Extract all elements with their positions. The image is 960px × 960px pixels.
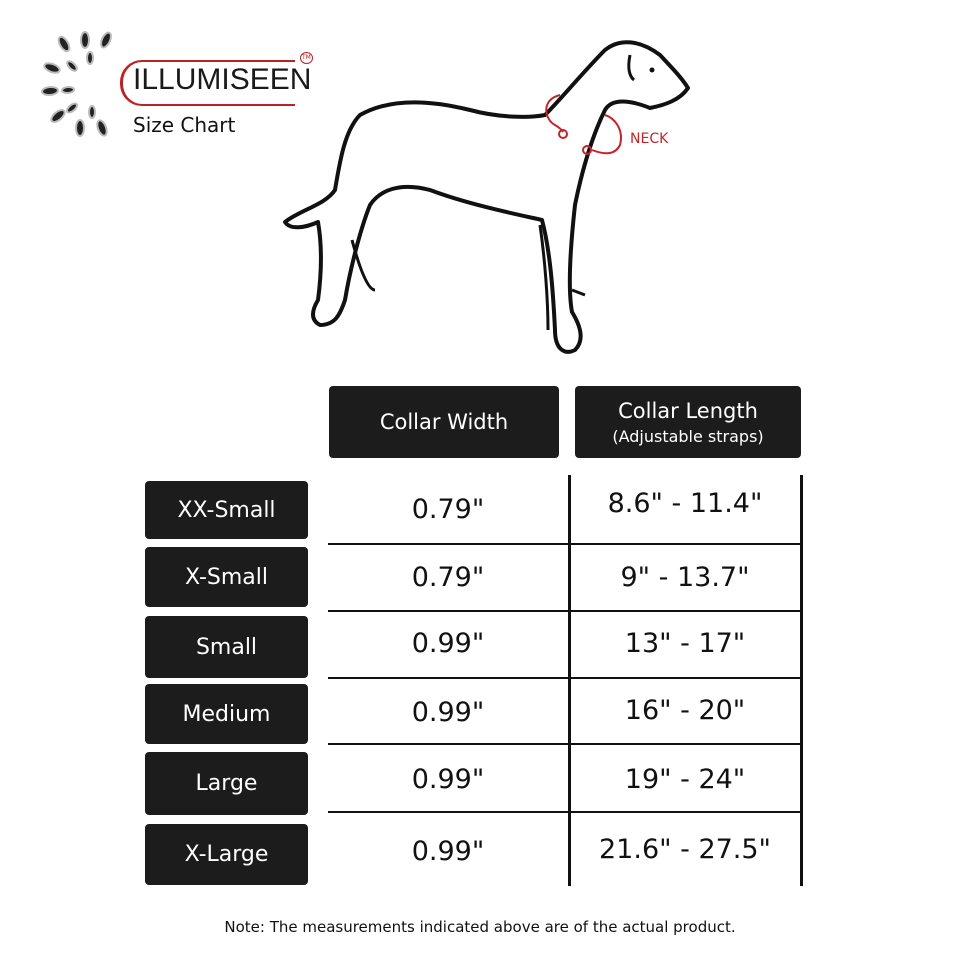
header-title: Collar Width <box>379 410 509 434</box>
length-cell: 19" - 24" <box>624 763 746 795</box>
size-label: XX-Small <box>145 481 308 539</box>
size-label: Medium <box>145 684 308 744</box>
length-cell: 16" - 20" <box>624 694 746 726</box>
header-title: Collar Length <box>618 398 758 423</box>
dog-illustration: NECK <box>283 40 690 354</box>
row-divider <box>328 610 802 612</box>
length-cell: 13" - 17" <box>624 627 746 659</box>
logo-subtitle: Size Chart <box>133 113 236 137</box>
row-divider <box>328 677 802 679</box>
size-label: Large <box>145 752 308 815</box>
width-cell: 0.99" <box>411 763 485 795</box>
header-collar-length: Collar Length (Adjustable straps) <box>575 386 801 458</box>
width-cell: 0.79" <box>411 493 485 525</box>
length-cell: 8.6" - 11.4" <box>607 487 763 519</box>
row-divider <box>328 743 802 745</box>
neck-label: NECK <box>630 131 669 147</box>
trademark-mark: TM <box>300 52 313 64</box>
column-divider <box>568 475 571 886</box>
row-divider <box>328 543 802 545</box>
size-label: Small <box>145 616 308 678</box>
size-label: X-Small <box>145 547 308 607</box>
size-label: X-Large <box>145 824 308 885</box>
width-cell: 0.79" <box>411 561 485 593</box>
width-cell: 0.99" <box>411 627 485 659</box>
logo-sunburst-icon <box>41 31 112 137</box>
logo-brand: ILLUMISEEN <box>133 63 312 96</box>
logo-frame <box>120 60 295 106</box>
header-collar-width: Collar Width <box>329 386 559 458</box>
width-cell: 0.99" <box>411 835 485 867</box>
dog-outline <box>283 40 690 354</box>
neck-measure-icon <box>545 94 622 155</box>
column-divider <box>800 475 803 886</box>
footnote: Note: The measurements indicated above a… <box>224 918 736 936</box>
row-divider <box>328 811 802 813</box>
length-cell: 9" - 13.7" <box>620 561 750 593</box>
header-subtitle: (Adjustable straps) <box>612 426 764 446</box>
length-cell: 21.6" - 27.5" <box>599 833 771 865</box>
width-cell: 0.99" <box>411 696 485 728</box>
